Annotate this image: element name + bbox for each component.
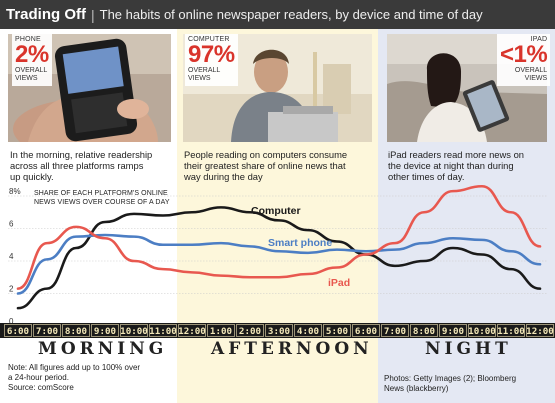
computer-photo (183, 34, 372, 142)
footnote-line: Note: All figures add up to 100% over (8, 363, 141, 372)
plot-note: SHARE OF EACH PLATFORM'S ONLINE NEWS VIE… (34, 189, 170, 207)
phone-caption-line: up quickly. (10, 171, 54, 182)
computer-stat-value: 97% (188, 41, 235, 68)
ipad-stat-value: <1% (500, 41, 548, 68)
ipad-stat-sub2: VIEWS (524, 75, 548, 82)
title-separator: | (91, 6, 95, 23)
computer-stat-sub1: OVERALL (188, 67, 221, 74)
ipad-caption-line: the device at night than during (388, 160, 514, 171)
page-title: Trading Off (6, 6, 86, 23)
period-afternoon: AFTERNOON (211, 339, 373, 359)
phone-caption-line: In the morning, relative readership (10, 149, 153, 160)
phone-stat-sub1: OVERALL (15, 67, 48, 74)
computer-caption-line: their greatest share of online news that (184, 160, 346, 171)
computer-stat-label: COMPUTER (188, 36, 230, 43)
page-subtitle: The habits of online newspaper readers, … (99, 7, 483, 22)
ipad-stat-sub1: OVERALL (514, 67, 548, 74)
footnote-line: News (blackberry) (384, 384, 449, 393)
phone-stat-label: PHONE (15, 36, 41, 43)
computer-caption-line: way during the day (184, 171, 263, 182)
ipad-caption-line: other times of day. (388, 171, 465, 182)
computer-stat: COMPUTER 97% OVERALL VIEWS (185, 34, 238, 86)
computer-caption-line: People reading on computers consume (184, 149, 348, 160)
ipad-stat: IPAD <1% OVERALL VIEWS (497, 34, 551, 86)
computer-caption: People reading on computers consume thei… (184, 149, 376, 182)
phone-stat-sub2: VIEWS (15, 75, 38, 82)
period-morning: MORNING (38, 339, 168, 359)
phone-caption-line: across all three platforms ramps (10, 160, 144, 171)
footnote-line: Photos: Getty Images (2); Bloomberg (384, 374, 517, 383)
plot-note-line: NEWS VIEWS OVER COURSE OF A DAY (34, 199, 170, 206)
plot-note-line: SHARE OF EACH PLATFORM'S ONLINE (34, 190, 168, 197)
period-night: NIGHT (425, 339, 512, 359)
footnote-left: Note: All figures add up to 100% over a … (8, 363, 140, 393)
phone-stat: PHONE 2% OVERALL VIEWS (12, 34, 52, 86)
footnote-line: a 24-hour period. (8, 373, 69, 382)
phone-stat-value: 2% (15, 41, 49, 68)
phone-caption: In the morning, relative readership acro… (10, 149, 175, 182)
ipad-caption: iPad readers read more news on the devic… (388, 149, 550, 182)
ipad-stat-label: IPAD (530, 36, 548, 43)
computer-stat-sub2: VIEWS (188, 75, 211, 82)
footnote-line: Source: comScore (8, 383, 74, 392)
ipad-caption-line: iPad readers read more news on (388, 149, 525, 160)
title-bar: Trading Off | The habits of online newsp… (0, 0, 555, 29)
footnote-right: Photos: Getty Images (2); Bloomberg News… (384, 374, 516, 394)
